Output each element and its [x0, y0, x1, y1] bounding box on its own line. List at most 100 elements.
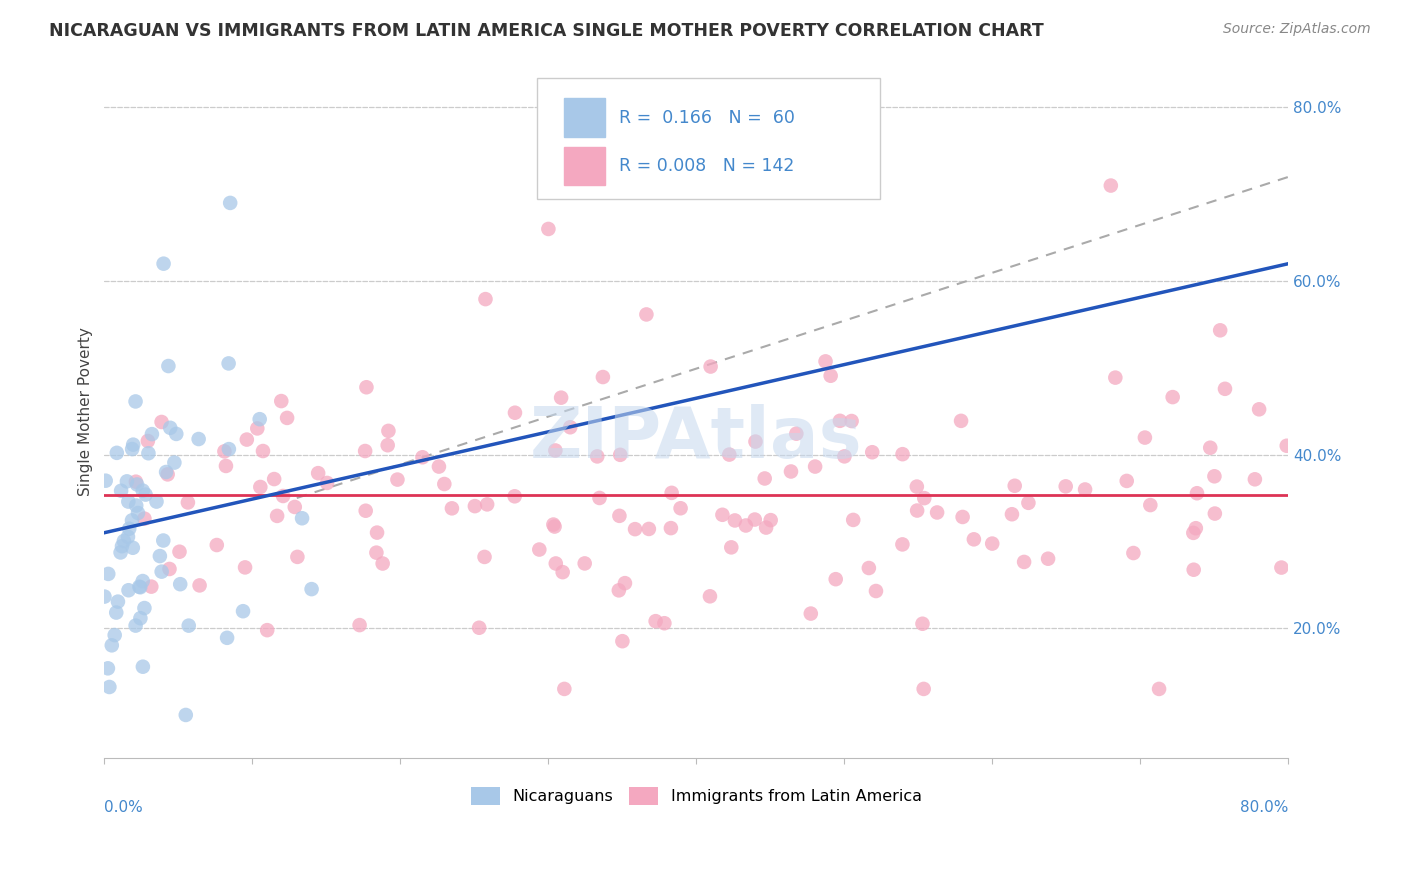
- Point: [1244, 472, 1267, 486]
- Point: [356, 380, 378, 394]
- Point: [287, 549, 309, 564]
- Point: [592, 370, 614, 384]
- Point: [1249, 402, 1271, 417]
- Point: [981, 536, 1004, 550]
- Point: [371, 557, 394, 571]
- Point: [834, 450, 856, 464]
- Point: [609, 448, 631, 462]
- Text: R =  0.166   N =  60: R = 0.166 N = 60: [620, 109, 796, 127]
- Point: [734, 518, 756, 533]
- Point: [1139, 498, 1161, 512]
- Point: [1099, 178, 1122, 193]
- Point: [112, 534, 135, 549]
- Point: [270, 394, 292, 409]
- Text: ZIPAtlas: ZIPAtlas: [530, 404, 863, 474]
- Point: [529, 542, 551, 557]
- Point: [912, 491, 935, 505]
- Point: [1213, 382, 1236, 396]
- Point: [152, 533, 174, 548]
- Point: [349, 618, 371, 632]
- Point: [1122, 546, 1144, 560]
- Point: [1182, 563, 1205, 577]
- Point: [1270, 560, 1292, 574]
- Point: [718, 448, 741, 462]
- Point: [804, 459, 827, 474]
- Point: [387, 473, 409, 487]
- Point: [1275, 439, 1298, 453]
- Point: [1017, 496, 1039, 510]
- Point: [891, 447, 914, 461]
- Point: [950, 414, 973, 428]
- Point: [1185, 521, 1208, 535]
- Point: [125, 499, 148, 513]
- Point: [266, 508, 288, 523]
- Point: [543, 519, 565, 533]
- Point: [138, 446, 160, 460]
- Point: [411, 450, 433, 465]
- Point: [814, 354, 837, 368]
- Point: [174, 708, 197, 723]
- Point: [474, 549, 496, 564]
- Point: [661, 486, 683, 500]
- Bar: [564, 98, 605, 136]
- Point: [711, 508, 734, 522]
- Point: [613, 576, 636, 591]
- Point: [911, 616, 934, 631]
- Point: [912, 681, 935, 696]
- Point: [233, 560, 256, 574]
- Point: [284, 500, 307, 514]
- Point: [824, 572, 846, 586]
- Point: [624, 522, 647, 536]
- Y-axis label: Single Mother Poverty: Single Mother Poverty: [79, 326, 93, 496]
- Point: [124, 394, 146, 409]
- Point: [122, 437, 145, 451]
- Point: [503, 406, 526, 420]
- Point: [464, 499, 486, 513]
- Point: [125, 477, 148, 491]
- Point: [117, 583, 139, 598]
- Legend: Nicaraguans, Immigrants from Latin America: Nicaraguans, Immigrants from Latin Ameri…: [464, 780, 928, 812]
- FancyBboxPatch shape: [537, 78, 880, 200]
- Point: [366, 525, 388, 540]
- Point: [124, 618, 146, 632]
- Point: [927, 506, 949, 520]
- Point: [121, 541, 143, 555]
- Point: [724, 513, 747, 527]
- Point: [94, 474, 117, 488]
- Point: [1204, 507, 1226, 521]
- Point: [1185, 486, 1208, 500]
- Point: [98, 680, 121, 694]
- Point: [755, 520, 778, 534]
- Point: [110, 483, 132, 498]
- Point: [301, 582, 323, 596]
- Point: [129, 580, 152, 594]
- Point: [699, 590, 721, 604]
- Point: [271, 489, 294, 503]
- Point: [256, 623, 278, 637]
- Point: [588, 491, 610, 505]
- Point: [574, 557, 596, 571]
- Point: [157, 359, 180, 373]
- Point: [503, 489, 526, 503]
- Point: [474, 292, 496, 306]
- Point: [132, 659, 155, 673]
- Point: [163, 456, 186, 470]
- Point: [252, 444, 274, 458]
- Point: [169, 577, 191, 591]
- Point: [141, 427, 163, 442]
- Point: [1133, 431, 1156, 445]
- Point: [105, 606, 128, 620]
- Point: [232, 604, 254, 618]
- Point: [841, 414, 863, 428]
- Point: [440, 501, 463, 516]
- Point: [316, 475, 339, 490]
- Point: [107, 594, 129, 608]
- Point: [860, 445, 883, 459]
- Point: [659, 521, 682, 535]
- Point: [800, 607, 823, 621]
- Point: [121, 442, 143, 456]
- Point: [427, 459, 450, 474]
- Text: 80.0%: 80.0%: [1240, 800, 1288, 815]
- Point: [785, 426, 807, 441]
- Point: [744, 434, 766, 449]
